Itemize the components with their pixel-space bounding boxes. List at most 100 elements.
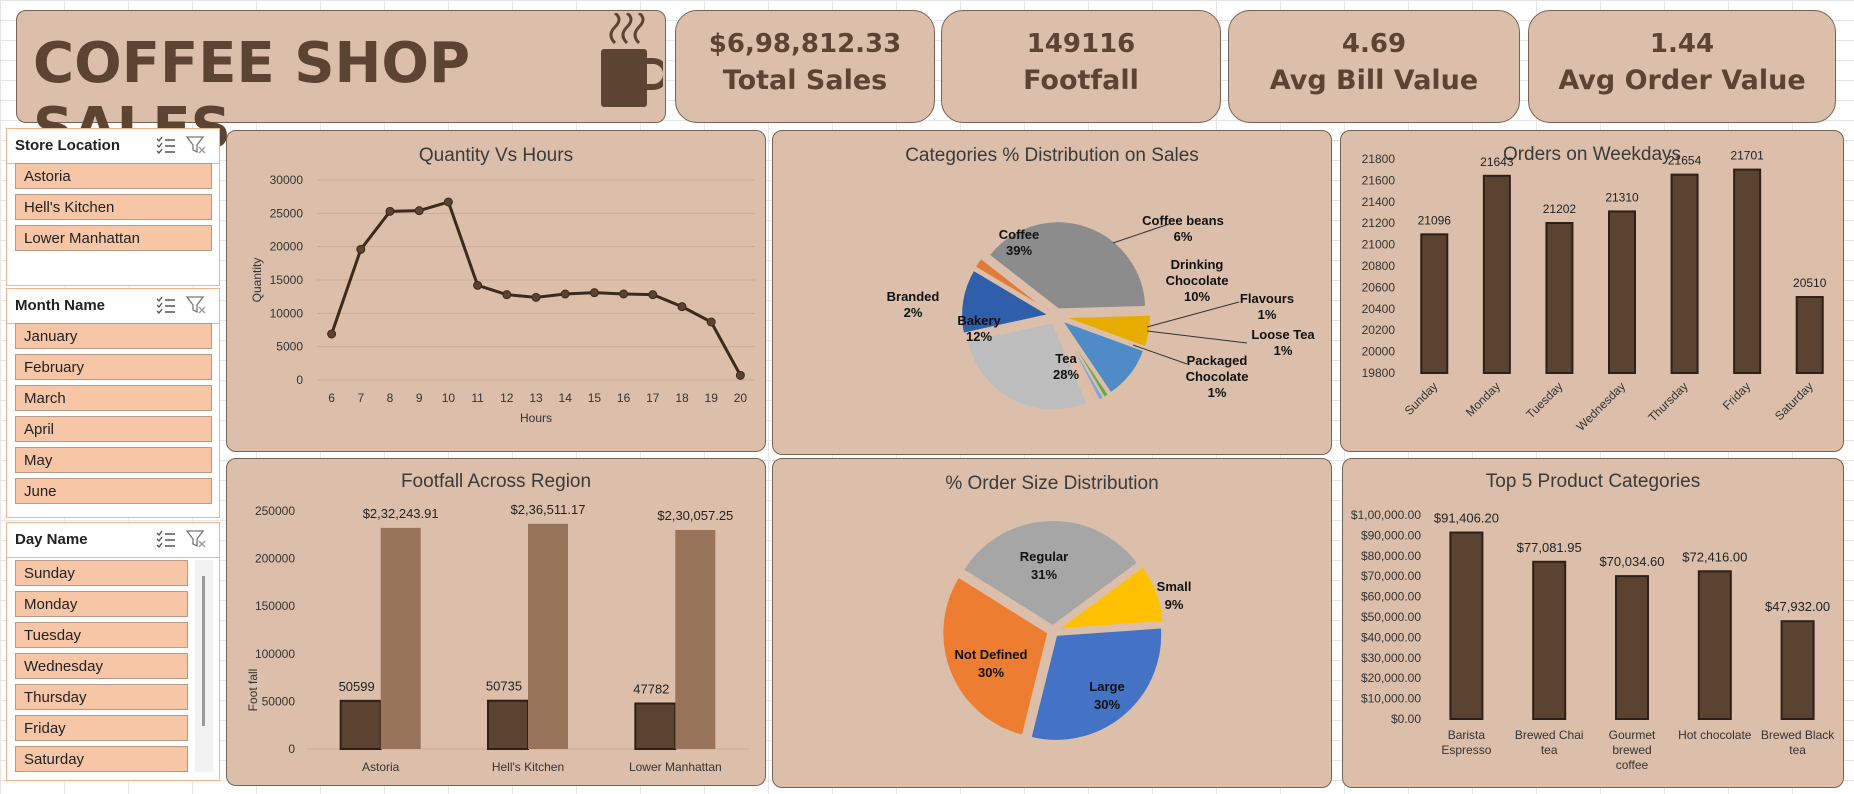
x-tick-label: coffee xyxy=(1616,758,1649,772)
clear-filter-icon[interactable] xyxy=(185,135,207,155)
y-tick-label: 21400 xyxy=(1362,195,1396,209)
bar-data-label: $2,30,057.25 xyxy=(657,508,733,523)
multi-select-icon[interactable] xyxy=(155,295,177,315)
pie-data-label: 12% xyxy=(966,329,992,344)
slicer-title: Month Name xyxy=(15,297,105,314)
y-tick-label: 10000 xyxy=(270,306,304,320)
panel-quantity-hours: Quantity Vs Hours 0 5000 10000 15000 20000 25… xyxy=(226,130,766,452)
data-point xyxy=(677,302,687,312)
bar xyxy=(1420,233,1449,374)
slicer-item-june[interactable]: June xyxy=(15,478,212,504)
bar xyxy=(1795,296,1824,374)
multi-select-icon[interactable] xyxy=(155,529,177,549)
pie-data-label: 1% xyxy=(1208,385,1227,400)
pie-data-label: Regular xyxy=(1020,549,1068,564)
slicer-item-thursday[interactable]: Thursday xyxy=(15,684,188,710)
slicer-item-may[interactable]: May xyxy=(15,447,212,473)
x-tick-label: 12 xyxy=(500,391,514,405)
chart-title: Quantity Vs Hours xyxy=(418,145,574,166)
slicer-item-february[interactable]: February xyxy=(15,354,212,380)
slicer-item-astoria[interactable]: Astoria xyxy=(15,163,212,189)
chart-title: Orders on Weekdays xyxy=(1502,144,1682,165)
slicer-scrollbar[interactable] xyxy=(195,560,213,772)
bar xyxy=(1780,620,1815,720)
kpi-label: Avg Bill Value xyxy=(1269,65,1479,96)
y-tick-label: 5000 xyxy=(276,340,303,354)
pie-data-label: Not Defined xyxy=(955,647,1028,662)
y-tick-label: 0 xyxy=(296,373,303,387)
pie-data-label: Drinking xyxy=(1171,257,1224,272)
y-tick-label: 19800 xyxy=(1362,366,1396,380)
pie-data-label: 6% xyxy=(1174,229,1193,244)
pie-data-label: 31% xyxy=(1031,567,1057,582)
slicer-item-saturday[interactable]: Saturday xyxy=(15,746,188,772)
y-tick-label: $10,000.00 xyxy=(1361,692,1421,706)
bar xyxy=(1697,570,1732,720)
bar xyxy=(1482,174,1511,375)
pie-data-label: 30% xyxy=(1094,697,1120,712)
x-tick-label: Brewed Black xyxy=(1761,728,1835,742)
clear-filter-icon[interactable] xyxy=(185,529,207,549)
y-tick-label: $70,000.00 xyxy=(1361,569,1421,583)
kpi-value: $6,98,812.33 xyxy=(708,29,902,59)
pie-data-label: Bakery xyxy=(957,313,1001,328)
slicer-item-tuesday[interactable]: Tuesday xyxy=(15,622,188,648)
data-point xyxy=(473,280,483,290)
y-tick-label: 15000 xyxy=(270,273,304,287)
pie-data-label: Flavours xyxy=(1240,291,1294,306)
bar-data-label: 21202 xyxy=(1543,202,1577,216)
multi-select-icon[interactable] xyxy=(155,135,177,155)
quantity-line xyxy=(330,200,742,377)
slicer-item-march[interactable]: March xyxy=(15,385,212,411)
x-tick-label: Thursday xyxy=(1645,379,1690,424)
y-tick-label: $40,000.00 xyxy=(1361,630,1421,644)
pie-slice xyxy=(961,519,1140,628)
pie-data-label: 1% xyxy=(1258,307,1277,322)
slicer-item-friday[interactable]: Friday xyxy=(15,715,188,741)
pie-data-label: Large xyxy=(1089,679,1124,694)
chart-title: % Order Size Distribution xyxy=(945,473,1159,494)
data-point xyxy=(735,370,745,380)
x-tick-label: Saturday xyxy=(1772,379,1816,423)
x-tick-label: 20 xyxy=(734,391,748,405)
slicer-item-wednesday[interactable]: Wednesday xyxy=(15,653,188,679)
x-tick-label: 9 xyxy=(416,391,423,405)
x-axis-label: Hours xyxy=(520,411,552,425)
chart-footfall-region: 0 50000 100000 150000 200000 250000 Foot fall 5… xyxy=(246,502,749,774)
panel-order-size: % Order Size Distribution Regular 31% Smal… xyxy=(772,458,1332,788)
slicer-item-april[interactable]: April xyxy=(15,416,212,442)
slicer-item-monday[interactable]: Monday xyxy=(15,591,188,617)
leader-line xyxy=(1112,223,1170,244)
data-point xyxy=(502,290,512,300)
bar xyxy=(1545,221,1574,374)
title-panel: COFFEE SHOP SALES xyxy=(16,10,666,161)
y-tick-label: 21800 xyxy=(1362,152,1396,166)
x-tick-label: 17 xyxy=(646,391,660,405)
slicer-item-january[interactable]: January xyxy=(15,323,212,349)
y-tick-label: $0.00 xyxy=(1391,712,1421,726)
y-tick-label: 21000 xyxy=(1362,238,1396,252)
slicer-item-hells-kitchen[interactable]: Hell's Kitchen xyxy=(15,194,212,220)
slicer-title: Store Location xyxy=(15,137,121,154)
data-point xyxy=(414,206,424,216)
bar-data-label: 21701 xyxy=(1730,149,1764,163)
x-tick-label: Astoria xyxy=(362,760,400,774)
pie-data-label: 30% xyxy=(978,665,1004,680)
scrollbar-thumb[interactable] xyxy=(202,576,205,726)
pie-slice xyxy=(987,220,1148,311)
bar xyxy=(634,702,677,750)
bar xyxy=(1532,560,1567,720)
y-tick-label: $20,000.00 xyxy=(1361,671,1421,685)
slicer-item-lower-manhattan[interactable]: Lower Manhattan xyxy=(15,225,212,251)
clear-filter-icon[interactable] xyxy=(185,295,207,315)
leader-line xyxy=(1132,344,1188,365)
y-tick-label: 20800 xyxy=(1362,259,1396,273)
kpi-value: 1.44 xyxy=(1649,29,1715,59)
leader-line xyxy=(1146,330,1248,344)
pie-data-label: Chocolate xyxy=(1166,273,1229,288)
slicer-item-sunday[interactable]: Sunday xyxy=(15,560,188,586)
x-tick-label: 19 xyxy=(705,391,719,405)
y-tick-label: 200000 xyxy=(255,552,295,566)
y-tick-label: 30000 xyxy=(270,173,304,187)
bar xyxy=(528,523,568,749)
